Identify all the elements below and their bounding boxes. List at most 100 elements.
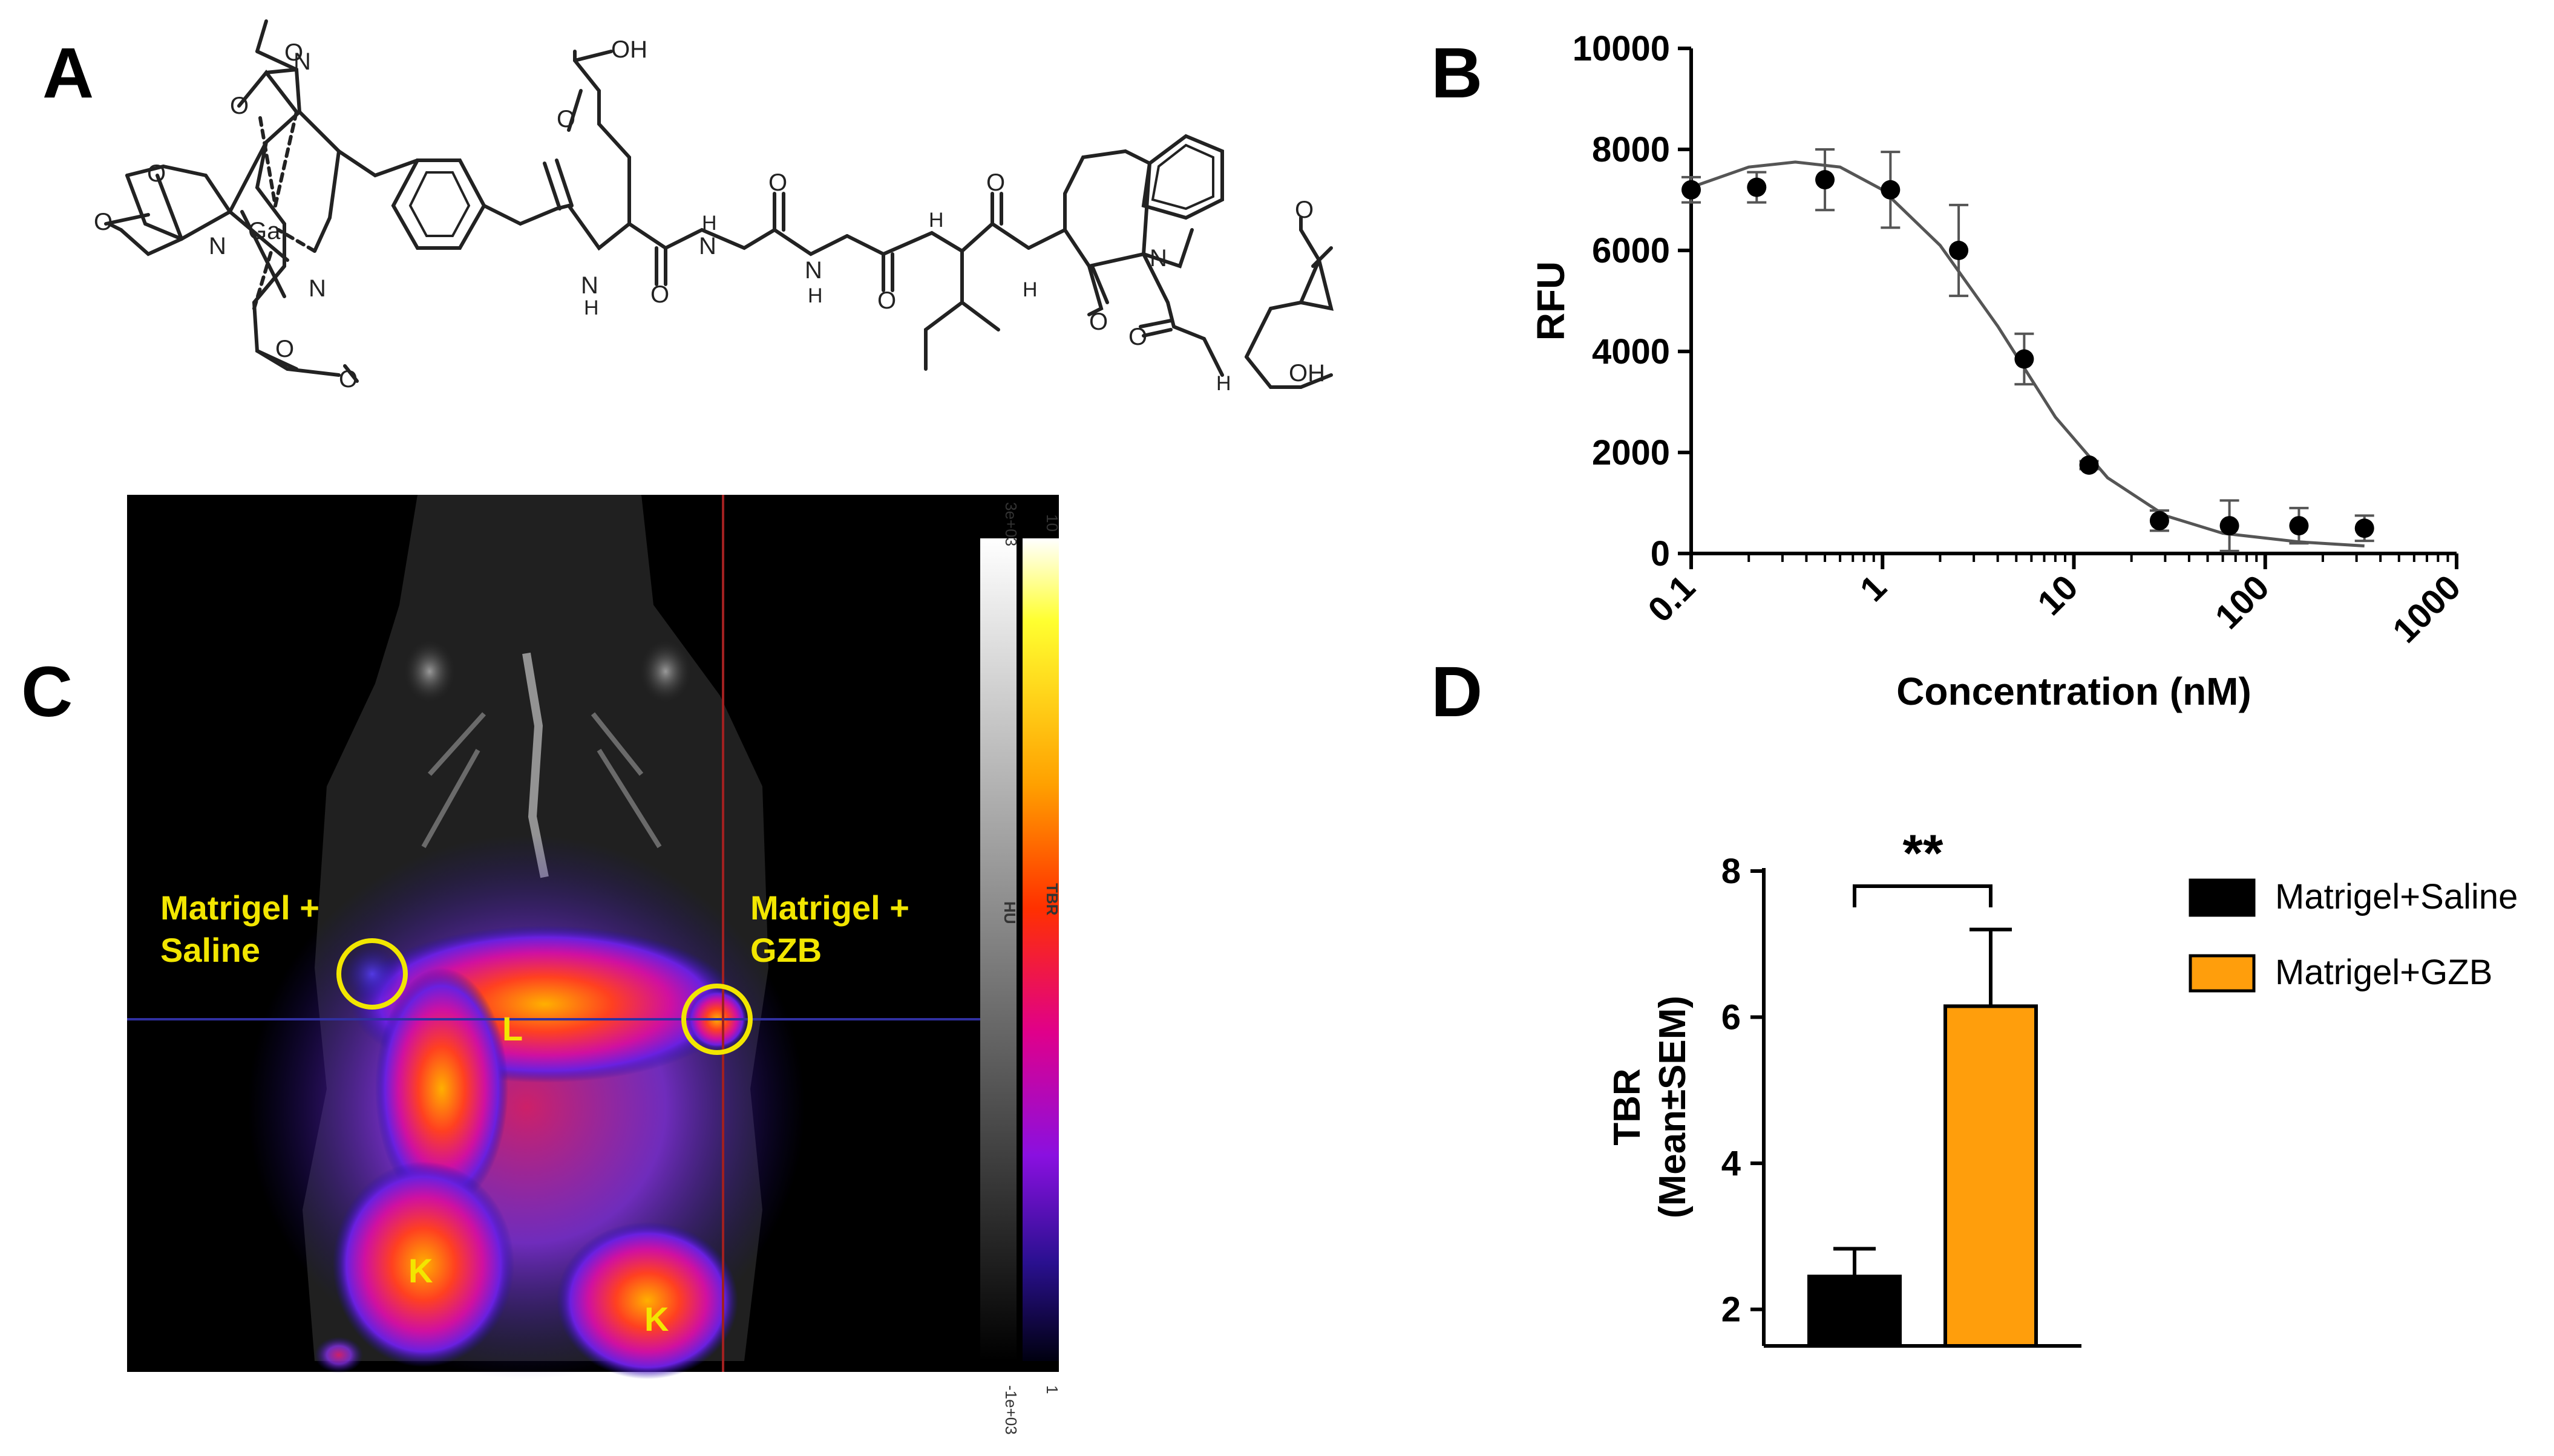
data-point bbox=[1815, 170, 1835, 190]
atom-label: O bbox=[275, 336, 294, 362]
chart-d: 2 4 6 8 TBR (Mean±SEM) ** Matrigel+Saline Matrig… bbox=[1606, 824, 2518, 1348]
atom-label: H bbox=[584, 296, 599, 319]
atom-label: O bbox=[986, 169, 1005, 196]
roi-saline bbox=[336, 938, 408, 1010]
x-axis-title: Concentration (nM) bbox=[1896, 670, 2251, 713]
atom-label: O bbox=[94, 209, 113, 235]
atom-label: H bbox=[808, 284, 823, 307]
colorbar-tbr-bottom: 1 bbox=[1043, 1385, 1061, 1394]
colorbar-hu bbox=[980, 538, 1017, 1361]
atom-label: N bbox=[805, 257, 822, 284]
data-point bbox=[2289, 516, 2309, 536]
x-tick-label: 10 bbox=[2030, 567, 2086, 623]
panel-label-d: D bbox=[1431, 652, 1483, 732]
annotation-kidney-left: K bbox=[408, 1252, 433, 1290]
y-tick-label: 10000 bbox=[1573, 29, 1670, 68]
panel-label-b: B bbox=[1431, 33, 1483, 113]
fit-curve bbox=[1691, 160, 2365, 547]
colorbar-hu-top: 3e+03 bbox=[1002, 502, 1020, 546]
y-axis-title: RFU bbox=[1529, 261, 1573, 341]
atom-label: OH bbox=[611, 36, 647, 63]
data-point bbox=[1949, 241, 1969, 260]
data-point bbox=[2219, 516, 2239, 536]
atom-label: OH bbox=[1289, 360, 1325, 387]
pet-signal-kidney-left bbox=[333, 1161, 514, 1367]
colorbar-hu-bottom: -1e+03 bbox=[1002, 1385, 1020, 1435]
atom-label: O bbox=[877, 287, 896, 314]
atom-label: O bbox=[768, 169, 787, 196]
y-tick-label: 6000 bbox=[1592, 231, 1670, 270]
atom-label: N bbox=[1150, 245, 1167, 272]
significance-marker: ** bbox=[1903, 824, 1943, 883]
annotation-gzb-line1: Matrigel + bbox=[750, 889, 909, 927]
annotation-liver: L bbox=[502, 1010, 523, 1048]
roi-gzb bbox=[681, 984, 753, 1055]
atom-label: O bbox=[147, 160, 166, 187]
panel-label-a: A bbox=[42, 33, 94, 113]
legend-label: Matrigel+Saline bbox=[2275, 877, 2518, 916]
colorbar-hu-label: HU bbox=[1001, 901, 1019, 924]
colorbar-tbr-top: 10 bbox=[1043, 514, 1061, 532]
y-axis-title-line2: (Mean±SEM) bbox=[1652, 996, 1694, 1218]
colorbar-tbr bbox=[1023, 538, 1059, 1361]
data-point bbox=[1681, 180, 1701, 200]
atom-label: N bbox=[309, 275, 326, 302]
legend-label: Matrigel+GZB bbox=[2275, 953, 2492, 992]
y-tick-label: 4 bbox=[1721, 1144, 1741, 1183]
y-tick-label: 4000 bbox=[1592, 332, 1670, 371]
pet-ct-annotations: Matrigel + Saline Matrigel + GZB L K K bbox=[160, 889, 909, 1338]
atom-label: N bbox=[209, 233, 226, 260]
annotation-kidney-right: K bbox=[644, 1300, 669, 1338]
atom-label: H bbox=[1023, 278, 1038, 301]
atom-label: H bbox=[702, 212, 717, 235]
atom-label: H bbox=[1216, 372, 1231, 395]
ct-bone bbox=[402, 638, 457, 705]
atom-label: N bbox=[699, 233, 716, 260]
ct-bone bbox=[638, 638, 693, 705]
annotation-gzb-line2: GZB bbox=[750, 931, 822, 969]
pet-signal-kidney-right bbox=[557, 1222, 738, 1379]
y-tick-label: 6 bbox=[1721, 998, 1741, 1037]
x-tick-label: 100 bbox=[2208, 567, 2277, 636]
colorbar-labels: 3e+03 HU -1e+03 10 TBR 1 bbox=[1001, 502, 1061, 1435]
atom-label: N bbox=[581, 272, 598, 299]
chart-b: 0 2000 4000 6000 8000 10000 0.1 1 10 100 1000 Conce… bbox=[1529, 29, 2468, 713]
atom-label: O bbox=[1128, 324, 1147, 350]
y-tick-label: 0 bbox=[1651, 534, 1670, 573]
panel-label-c: C bbox=[21, 652, 73, 732]
annotation-saline-line2: Saline bbox=[160, 931, 260, 969]
x-tick-label: 1000 bbox=[2385, 567, 2468, 650]
pet-signal-liver bbox=[375, 968, 508, 1210]
bar-gzb bbox=[1943, 1004, 2038, 1348]
data-point bbox=[2014, 349, 2034, 369]
bar-saline bbox=[1807, 1275, 1902, 1348]
x-tick-label: 0.1 bbox=[1640, 567, 1703, 630]
y-tick-label: 2 bbox=[1721, 1290, 1741, 1330]
legend-swatch bbox=[2189, 954, 2256, 993]
pet-signal-bladder bbox=[315, 1337, 363, 1373]
ct-ribs bbox=[421, 712, 662, 849]
structure-atom-labels: O O O O O O O O O O O O O O N N N N N N … bbox=[94, 36, 1325, 395]
x-tick-label: 1 bbox=[1853, 567, 1894, 609]
y-tick-label: 8 bbox=[1721, 852, 1741, 891]
significance-bracket bbox=[1853, 884, 1992, 907]
atom-label: O bbox=[284, 39, 303, 66]
atom-label: O bbox=[1295, 197, 1314, 223]
atom-label: H bbox=[929, 209, 944, 232]
atom-label: O bbox=[339, 366, 358, 393]
y-tick-label: 8000 bbox=[1592, 130, 1670, 169]
atom-label: Ga bbox=[248, 218, 281, 244]
data-point bbox=[1747, 177, 1767, 197]
annotation-saline-line1: Matrigel + bbox=[160, 889, 319, 927]
atom-label: O bbox=[230, 93, 249, 119]
y-axis-title-line1: TBR bbox=[1606, 1068, 1648, 1145]
atom-label: O bbox=[557, 106, 575, 132]
pet-ct-image bbox=[127, 495, 1059, 1379]
legend-swatch bbox=[2189, 878, 2256, 917]
y-tick-label: 2000 bbox=[1592, 433, 1670, 472]
pet-signal-saline-site bbox=[345, 947, 399, 1001]
data-point bbox=[1881, 180, 1901, 200]
atom-label: O bbox=[650, 281, 669, 308]
chemical-structure bbox=[104, 19, 1334, 389]
